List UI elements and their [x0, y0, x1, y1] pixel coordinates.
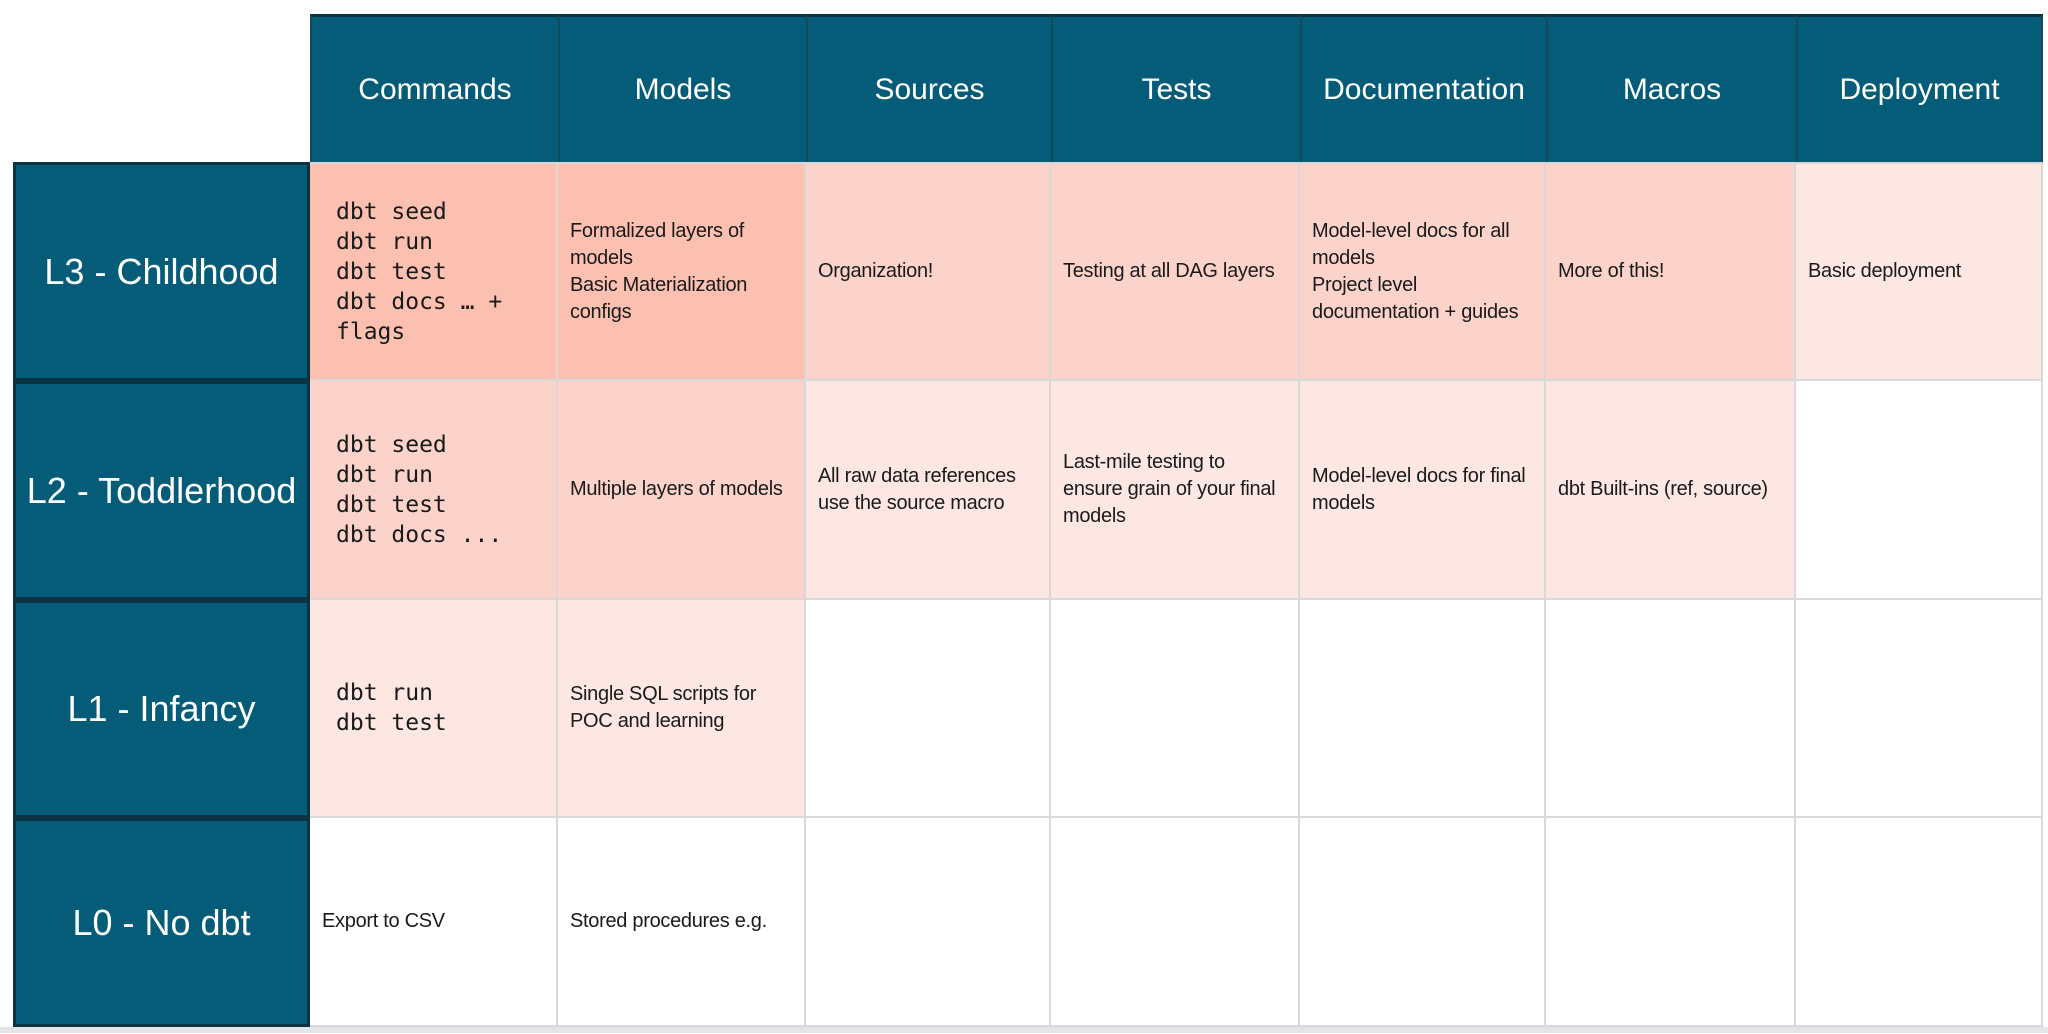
row-header-l0-no-dbt: L0 - No dbt — [13, 818, 310, 1027]
row-header-l2-toddlerhood: L2 - Toddlerhood — [13, 381, 310, 600]
cell-l2-documentation: Model-level docs for final models — [1300, 381, 1546, 600]
cell-l1-sources — [806, 600, 1051, 818]
cell-l1-macros — [1546, 600, 1796, 818]
cell-l2-tests: Last-mile testing to ensure grain of you… — [1051, 381, 1300, 600]
cell-l1-models: Single SQL scripts for POC and learning — [558, 600, 806, 818]
cell-l3-macros: More of this! — [1546, 162, 1796, 381]
cell-l0-macros — [1546, 818, 1796, 1027]
col-header-documentation: Documentation — [1300, 14, 1546, 162]
corner-blank — [13, 14, 310, 162]
cell-l0-commands: Export to CSV — [310, 818, 558, 1027]
cell-l3-documentation: Model-level docs for all models Project … — [1300, 162, 1546, 381]
cell-l1-documentation — [1300, 600, 1546, 818]
col-header-sources: Sources — [806, 14, 1051, 162]
row-header-l3-childhood: L3 - Childhood — [13, 162, 310, 381]
cell-l2-commands: dbt seed dbt run dbt test dbt docs ... — [310, 381, 558, 600]
col-header-models: Models — [558, 14, 806, 162]
maturity-grid: Commands Models Sources Tests Documentation M… — [13, 14, 2043, 1027]
cell-l0-models: Stored procedures e.g. — [558, 818, 806, 1027]
row-header-l1-infancy: L1 - Infancy — [13, 600, 310, 818]
col-header-macros: Macros — [1546, 14, 1796, 162]
col-header-tests: Tests — [1051, 14, 1300, 162]
cell-l2-deployment — [1796, 381, 2043, 600]
cell-l0-documentation — [1300, 818, 1546, 1027]
cell-l0-sources — [806, 818, 1051, 1027]
cell-l3-tests: Testing at all DAG layers — [1051, 162, 1300, 381]
cell-l3-models: Formalized layers of models Basic Materi… — [558, 162, 806, 381]
cell-l2-macros: dbt Built-ins (ref, source) — [1546, 381, 1796, 600]
cell-l3-commands: dbt seed dbt run dbt test dbt docs … + f… — [310, 162, 558, 381]
bottom-scrollbar-track[interactable] — [0, 1027, 2048, 1033]
cell-l2-models: Multiple layers of models — [558, 381, 806, 600]
cell-l1-commands: dbt run dbt test — [310, 600, 558, 818]
col-header-commands: Commands — [310, 14, 558, 162]
cell-l1-tests — [1051, 600, 1300, 818]
cell-l3-deployment: Basic deployment — [1796, 162, 2043, 381]
cell-l1-deployment — [1796, 600, 2043, 818]
cell-l3-sources: Organization! — [806, 162, 1051, 381]
cell-l0-tests — [1051, 818, 1300, 1027]
cell-l2-sources: All raw data references use the source m… — [806, 381, 1051, 600]
cell-l0-deployment — [1796, 818, 2043, 1027]
col-header-deployment: Deployment — [1796, 14, 2043, 162]
